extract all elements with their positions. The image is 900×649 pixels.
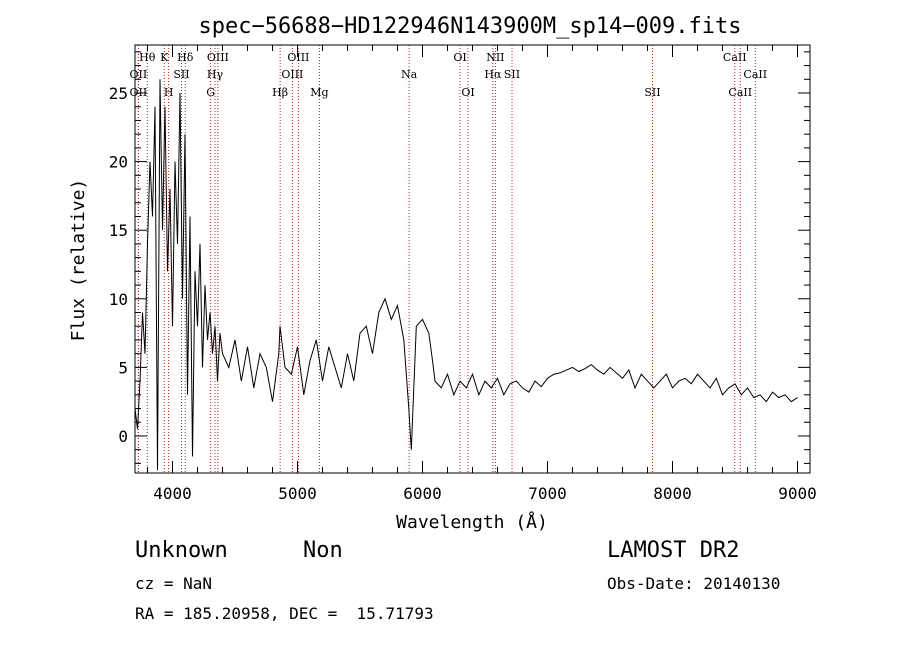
y-tick-label: 25 bbox=[109, 84, 128, 103]
line-label: Na bbox=[401, 68, 418, 81]
line-label: OII bbox=[130, 86, 148, 99]
x-axis-label: Wavelength (Å) bbox=[396, 511, 548, 533]
obs-date: Obs-Date: 20140130 bbox=[607, 574, 781, 593]
ra-dec: RA = 185.20958, DEC = 15.71793 bbox=[135, 604, 434, 623]
line-label: OIII bbox=[207, 51, 229, 64]
line-label: SII bbox=[173, 68, 189, 81]
line-label: OIII bbox=[281, 68, 303, 81]
survey-name: LAMOST DR2 bbox=[607, 538, 740, 563]
line-label: OIII bbox=[287, 51, 309, 64]
y-axis-label: Flux (relative) bbox=[68, 179, 89, 342]
x-tick-label: 5000 bbox=[278, 484, 317, 503]
chart-title: spec−56688−HD122946N143900M_sp14−009.fit… bbox=[198, 14, 741, 39]
x-tick-label: 8000 bbox=[653, 484, 692, 503]
x-axis: 4000 5000 6000 7000 8000 9000 bbox=[147, 45, 817, 503]
line-label: Hα bbox=[484, 68, 502, 81]
plot-frame bbox=[134, 44, 811, 474]
line-label: K bbox=[160, 51, 169, 64]
line-label: G bbox=[206, 86, 215, 99]
line-markers bbox=[137, 45, 756, 473]
line-label: NII bbox=[486, 51, 504, 64]
line-label: H bbox=[164, 86, 174, 99]
x-tick-label: 9000 bbox=[778, 484, 817, 503]
line-labels: Hθ OII OII K H SII Hδ OIII Hγ G Hβ OIII OIII Mg Na OI OI… bbox=[130, 51, 768, 99]
object-class: Unknown bbox=[135, 538, 228, 563]
object-subclass: Non bbox=[303, 538, 343, 563]
x-tick-label: 7000 bbox=[528, 484, 567, 503]
line-label: Mg bbox=[310, 86, 328, 99]
line-label: Hβ bbox=[272, 86, 288, 99]
line-label: Hγ bbox=[207, 68, 224, 81]
line-label: SII bbox=[504, 68, 520, 81]
y-tick-label: 0 bbox=[118, 427, 128, 446]
redshift-cz: cz = NaN bbox=[135, 574, 213, 593]
y-tick-label: 10 bbox=[109, 290, 128, 309]
y-tick-label: 5 bbox=[118, 358, 128, 377]
line-label: SII bbox=[644, 86, 660, 99]
line-label: CaII bbox=[743, 68, 767, 81]
x-tick-label: 4000 bbox=[153, 484, 192, 503]
line-label: CaII bbox=[728, 86, 752, 99]
line-label: Hθ bbox=[139, 51, 156, 64]
y-tick-label: 20 bbox=[109, 153, 128, 172]
line-label: OI bbox=[461, 86, 474, 99]
line-label: CaII bbox=[723, 51, 747, 64]
line-label: Hδ bbox=[177, 51, 194, 64]
x-tick-label: 6000 bbox=[403, 484, 442, 503]
y-tick-label: 15 bbox=[109, 221, 128, 240]
y-axis: 0 5 10 15 20 25 bbox=[109, 51, 810, 464]
spectrum-line bbox=[134, 79, 798, 471]
line-label: OII bbox=[130, 68, 148, 81]
line-label: OI bbox=[453, 51, 466, 64]
